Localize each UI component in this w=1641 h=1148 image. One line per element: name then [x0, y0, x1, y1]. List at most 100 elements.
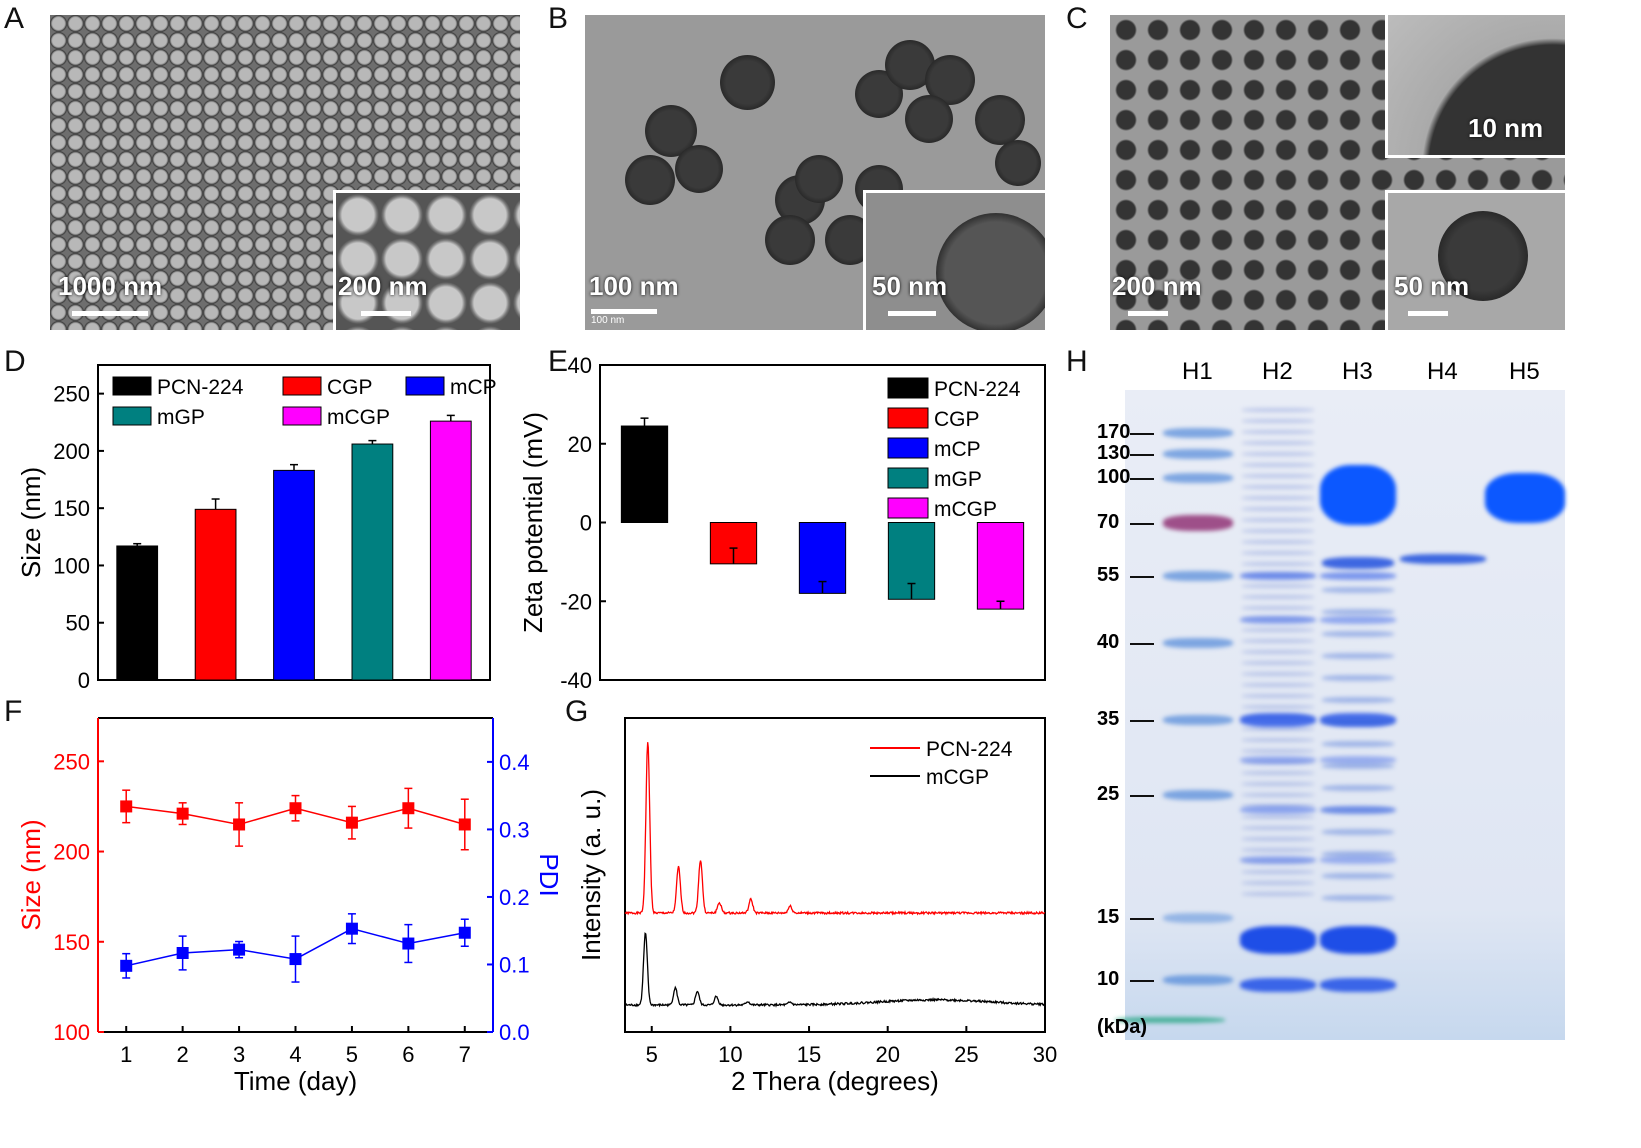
- protein-band: [1242, 452, 1314, 456]
- protein-band: [1242, 430, 1314, 434]
- legend-swatch: [887, 467, 929, 489]
- y-axis-label: Zeta potential (mV): [518, 412, 548, 633]
- protein-band: [1240, 572, 1316, 580]
- protein-band: [1322, 873, 1394, 879]
- legend-label: CGP: [934, 408, 980, 431]
- legend-label: mCGP: [934, 498, 997, 521]
- tem-image-b: 100 nm 100 nm 50 nm: [585, 15, 1045, 330]
- protein-band: [1242, 584, 1314, 588]
- legend-swatch: [112, 406, 152, 426]
- mw-marker-label: 40: [1097, 631, 1120, 653]
- data-point-PDI: [289, 953, 302, 966]
- x-tick-label: 5: [346, 1042, 358, 1067]
- lane-label: H5: [1509, 358, 1540, 385]
- y-tick-label: 250: [53, 382, 90, 407]
- inset-scale-label: 10 nm: [1468, 113, 1544, 143]
- mw-marker-label: 100: [1097, 466, 1131, 488]
- protein-band: [1242, 727, 1314, 731]
- panel-label-b: B: [548, 2, 569, 35]
- data-point-PDI: [345, 922, 358, 935]
- x-tick-label: 2: [177, 1042, 189, 1067]
- protein-band: [1242, 672, 1314, 676]
- protein-band: [1322, 741, 1394, 747]
- panel-label-e: E: [548, 345, 569, 378]
- protein-band: [1242, 408, 1314, 412]
- protein-band: [1242, 463, 1314, 467]
- protein-band: [1322, 895, 1394, 901]
- panel-label-f: F: [4, 695, 23, 728]
- protein-band: [1242, 518, 1314, 522]
- protein-band: [1242, 496, 1314, 500]
- legend-swatch: [887, 377, 929, 399]
- mw-marker-label: 15: [1097, 906, 1120, 928]
- y2-tick-label: 0.4: [499, 750, 530, 775]
- data-point-Size: [120, 800, 133, 813]
- lane-label: H3: [1342, 358, 1373, 385]
- scale-label: 200 nm: [1112, 271, 1202, 301]
- mw-tick: [1130, 918, 1154, 920]
- x-tick-label: 15: [797, 1042, 821, 1067]
- protein-band: [1242, 628, 1314, 632]
- mw-marker-label: 70: [1097, 511, 1120, 533]
- protein-band: [1322, 675, 1394, 681]
- bar-mGP: [351, 443, 394, 681]
- y-tick-label: 150: [53, 930, 90, 955]
- legend-swatch: [887, 437, 929, 459]
- panel-label-d: D: [4, 345, 26, 378]
- protein-band: [1240, 806, 1316, 814]
- protein-band: [1242, 815, 1314, 819]
- protein-band: [1322, 587, 1394, 593]
- y-axis-label: Intensity (a. u.): [576, 789, 606, 961]
- protein-band: [1242, 826, 1314, 830]
- protein-band: [1320, 572, 1396, 580]
- tem-inset-top-c: 10 nm: [1385, 15, 1565, 158]
- protein-band: [1322, 829, 1394, 835]
- scale-bar: [1408, 311, 1448, 316]
- x-axis-label: 2 Thera (degrees): [731, 1066, 939, 1096]
- protein-band: [1163, 790, 1233, 800]
- protein-band: [1242, 507, 1314, 511]
- y-tick-label: -20: [560, 589, 592, 614]
- mw-tick: [1130, 980, 1154, 982]
- protein-band: [1163, 913, 1233, 923]
- protein-band: [1322, 763, 1394, 769]
- y-tick-label: 0: [580, 511, 592, 536]
- panel-label-a: A: [4, 2, 25, 35]
- protein-band: [1240, 856, 1316, 864]
- protein-band: [1320, 926, 1396, 954]
- y-tick-label: 100: [53, 1020, 90, 1045]
- mw-marker-label: 10: [1097, 968, 1120, 990]
- embedded-scale-label: 100 nm: [591, 315, 625, 326]
- legend-label: mCP: [934, 438, 981, 461]
- protein-band: [1242, 694, 1314, 698]
- scale-bar: [591, 309, 657, 314]
- protein-band: [1240, 616, 1316, 624]
- x-tick-label: 3: [233, 1042, 245, 1067]
- mw-tick: [1130, 576, 1154, 578]
- data-point-PDI: [402, 937, 415, 950]
- plot-frame-G: [624, 717, 1046, 1033]
- x-tick-label: 30: [1033, 1042, 1057, 1067]
- protein-band: [1240, 926, 1316, 954]
- protein-band: [1163, 715, 1233, 725]
- protein-band: [1320, 713, 1396, 727]
- protein-band: [1242, 804, 1314, 808]
- protein-band: [1242, 540, 1314, 544]
- bar-mCGP: [429, 420, 472, 681]
- legend-swatch: [405, 376, 445, 396]
- legend-label: mGP: [157, 406, 205, 429]
- x-tick-label: 1: [120, 1042, 132, 1067]
- legend-label: mCGP: [926, 766, 989, 789]
- protein-band: [1163, 428, 1233, 438]
- y-tick-label: 50: [66, 611, 90, 636]
- legend-swatch: [282, 406, 322, 426]
- protein-band: [1242, 848, 1314, 852]
- legend-label: mCGP: [327, 406, 390, 429]
- sds-page-gel: [1115, 390, 1565, 1040]
- y-tick-label: -40: [560, 668, 592, 693]
- protein-band: [1242, 606, 1314, 610]
- data-point-Size: [233, 818, 246, 831]
- data-point-Size: [176, 807, 189, 820]
- protein-band: [1163, 473, 1233, 483]
- y-tick-label: 200: [53, 439, 90, 464]
